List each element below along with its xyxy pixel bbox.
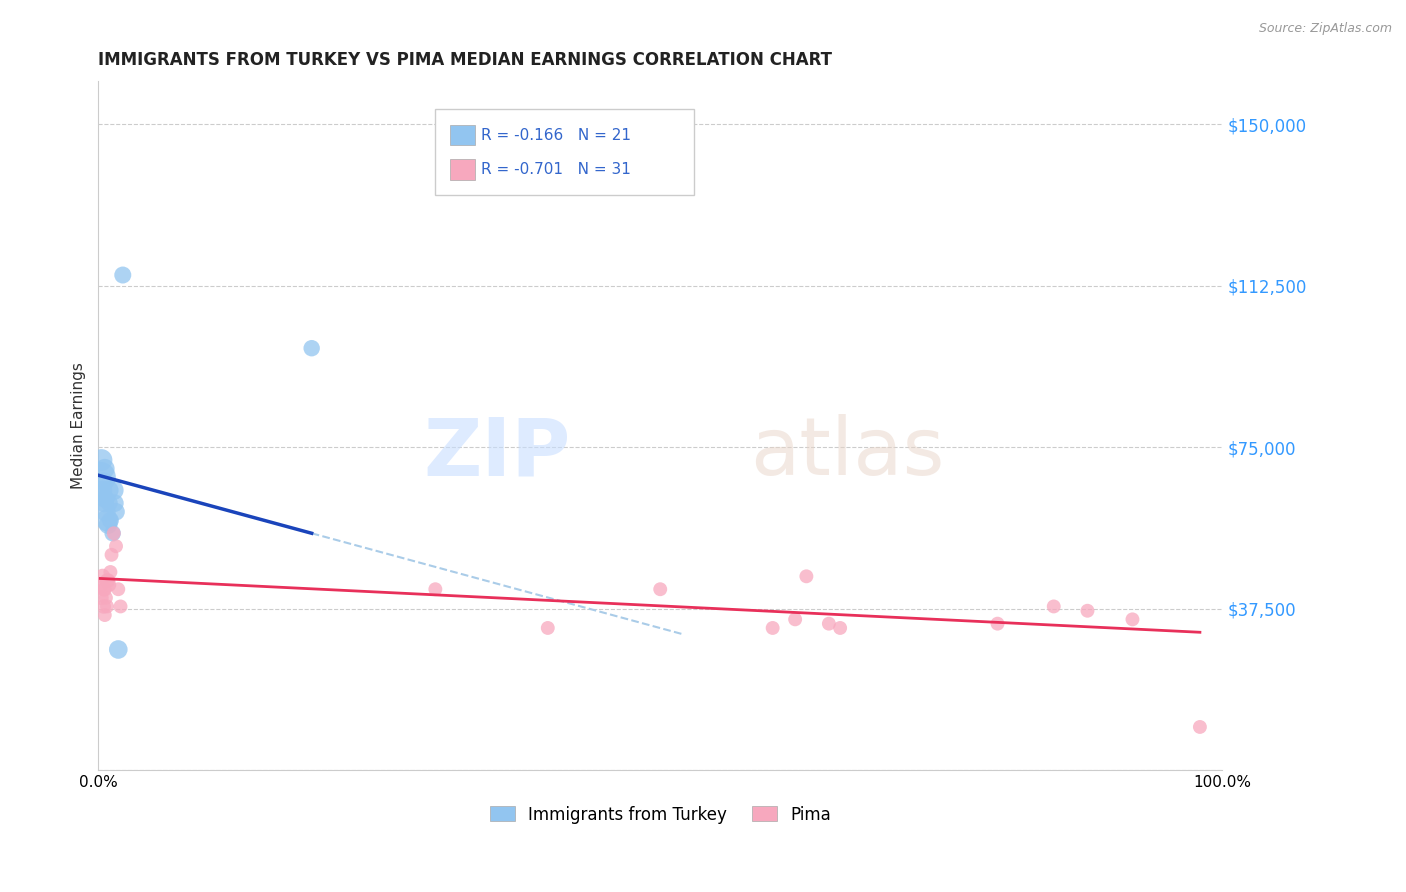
Point bbox=[94, 608, 117, 623]
Point bbox=[830, 621, 852, 635]
Text: Source: ZipAtlas.com: Source: ZipAtlas.com bbox=[1258, 22, 1392, 36]
Point bbox=[818, 616, 841, 631]
Text: R = -0.166   N = 21: R = -0.166 N = 21 bbox=[481, 128, 631, 143]
Point bbox=[107, 642, 129, 657]
Text: atlas: atlas bbox=[751, 414, 945, 492]
Text: IMMIGRANTS FROM TURKEY VS PIMA MEDIAN EARNINGS CORRELATION CHART: IMMIGRANTS FROM TURKEY VS PIMA MEDIAN EA… bbox=[98, 51, 832, 69]
Point bbox=[90, 591, 112, 605]
Point bbox=[90, 453, 112, 467]
Point bbox=[110, 599, 132, 614]
Text: R = -0.701   N = 31: R = -0.701 N = 31 bbox=[481, 162, 631, 177]
Point bbox=[100, 513, 122, 527]
Point bbox=[762, 621, 785, 635]
Point bbox=[91, 483, 114, 498]
Point bbox=[537, 621, 560, 635]
Point bbox=[105, 505, 128, 519]
Point bbox=[796, 569, 818, 583]
FancyBboxPatch shape bbox=[436, 109, 695, 195]
Point bbox=[98, 496, 121, 510]
Point bbox=[94, 582, 117, 597]
Point bbox=[94, 505, 117, 519]
Point bbox=[100, 548, 122, 562]
Point bbox=[97, 574, 120, 588]
Point bbox=[1076, 604, 1098, 618]
Point bbox=[104, 496, 127, 510]
Point bbox=[785, 612, 807, 626]
FancyBboxPatch shape bbox=[450, 159, 475, 180]
Legend: Immigrants from Turkey, Pima: Immigrants from Turkey, Pima bbox=[489, 805, 831, 823]
Point bbox=[101, 526, 124, 541]
Point bbox=[111, 268, 134, 282]
Point bbox=[96, 599, 118, 614]
Point bbox=[91, 569, 114, 583]
Point bbox=[89, 578, 111, 592]
Point bbox=[93, 599, 115, 614]
FancyBboxPatch shape bbox=[450, 125, 475, 145]
Point bbox=[98, 578, 121, 592]
Point bbox=[93, 475, 115, 489]
Point bbox=[96, 513, 118, 527]
Point bbox=[93, 491, 115, 506]
Point bbox=[425, 582, 447, 597]
Point bbox=[93, 582, 115, 597]
Point bbox=[97, 517, 120, 532]
Point bbox=[105, 539, 128, 553]
Text: ZIP: ZIP bbox=[423, 414, 571, 492]
Point bbox=[107, 582, 129, 597]
Point bbox=[103, 526, 125, 541]
Point bbox=[1042, 599, 1064, 614]
Point bbox=[650, 582, 672, 597]
Point bbox=[94, 461, 117, 475]
Point bbox=[94, 496, 117, 510]
Point bbox=[89, 470, 111, 484]
Point bbox=[1121, 612, 1143, 626]
Point bbox=[94, 591, 117, 605]
Point bbox=[1188, 720, 1211, 734]
Point bbox=[98, 483, 121, 498]
Point bbox=[94, 491, 117, 506]
Point bbox=[103, 483, 125, 498]
Point bbox=[301, 341, 323, 355]
Point bbox=[96, 574, 118, 588]
Point bbox=[986, 616, 1008, 631]
Point bbox=[100, 565, 122, 579]
Y-axis label: Median Earnings: Median Earnings bbox=[72, 362, 86, 489]
